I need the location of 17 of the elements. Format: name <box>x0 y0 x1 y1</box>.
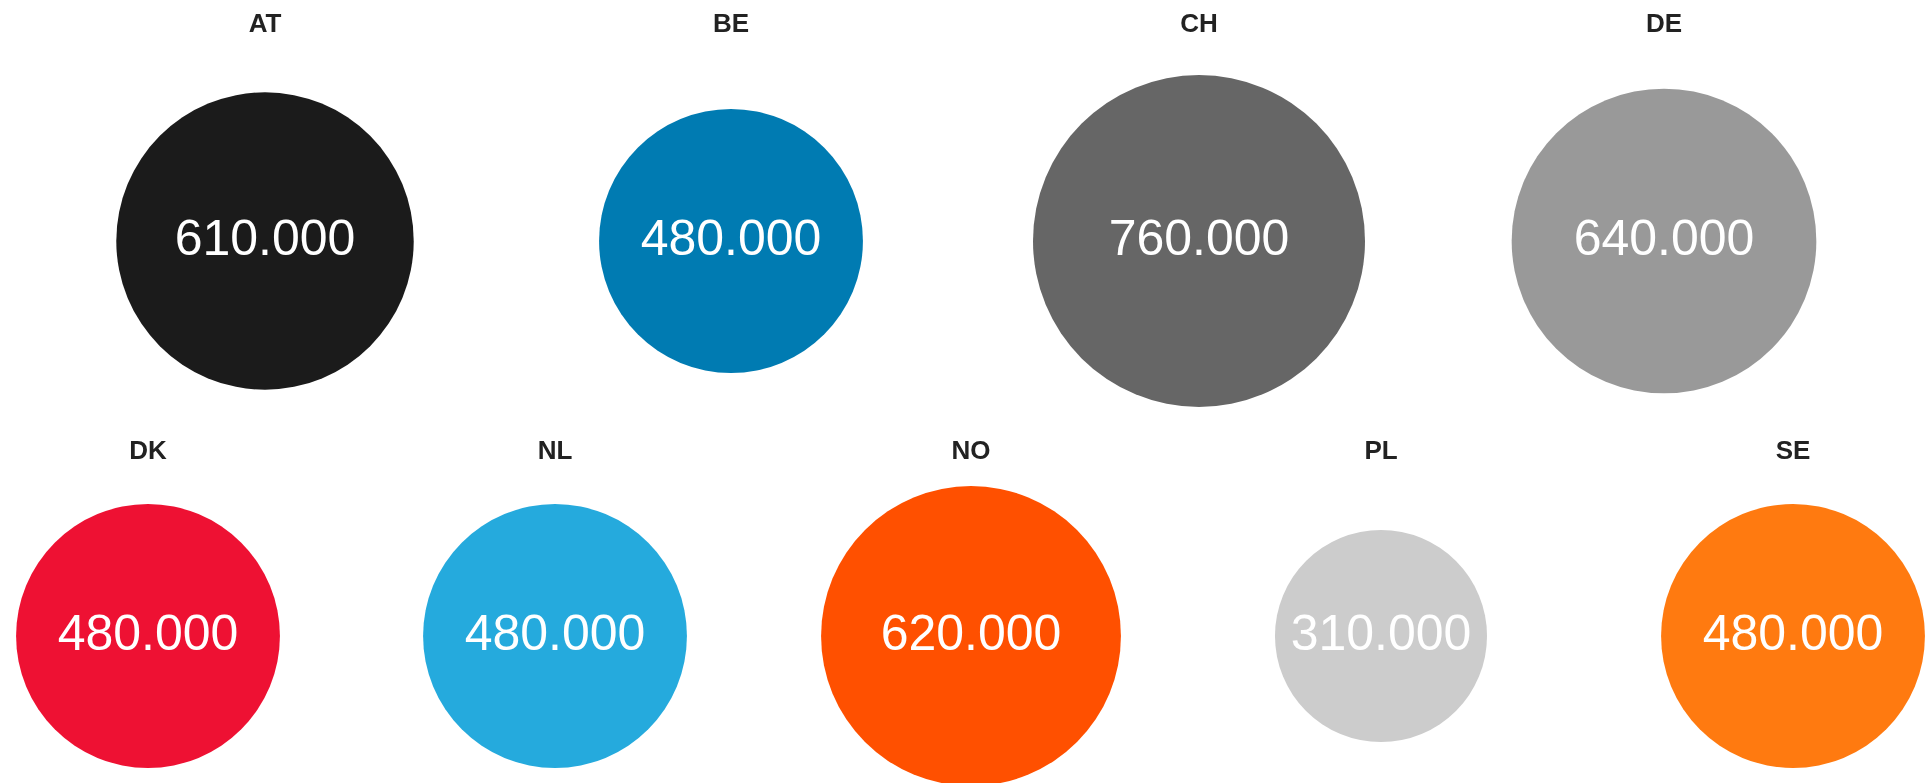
data-label: 480.000 <box>57 604 239 661</box>
data-label: 760.000 <box>1108 209 1290 266</box>
category-label: AT <box>248 8 282 39</box>
category-label: PL <box>1364 435 1398 466</box>
category-label: NL <box>537 435 573 466</box>
category-label: BE <box>712 8 750 39</box>
data-label: 620.000 <box>880 604 1062 661</box>
data-label: 480.000 <box>640 209 822 266</box>
category-label: SE <box>1775 435 1811 466</box>
category-label: NO <box>951 435 991 466</box>
category-label: CH <box>1180 8 1218 39</box>
data-label: 480.000 <box>464 604 646 661</box>
category-label: DE <box>1645 8 1683 39</box>
data-label: 610.000 <box>174 209 356 266</box>
category-label: DK <box>129 435 167 466</box>
data-label: 640.000 <box>1573 209 1755 266</box>
data-label: 480.000 <box>1702 604 1884 661</box>
